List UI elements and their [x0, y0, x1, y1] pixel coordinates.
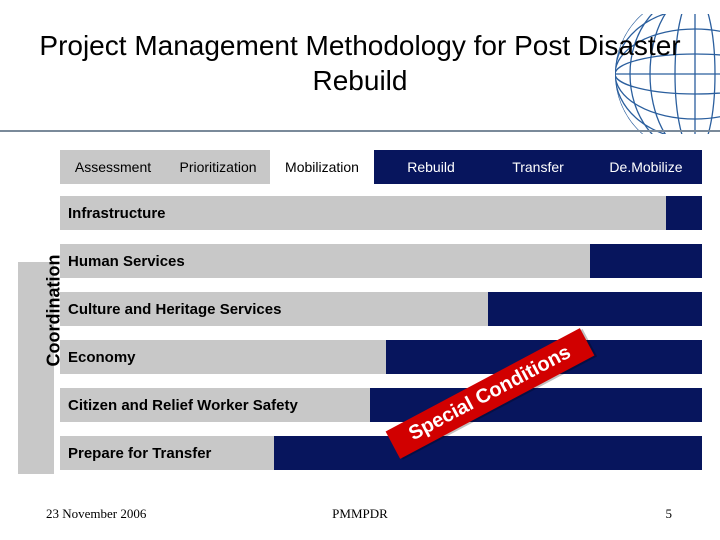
footer-center: PMMPDR: [0, 506, 720, 522]
phase-header-prioritization: Prioritization: [166, 150, 270, 184]
phase-label: Transfer: [512, 159, 564, 175]
row-label: Prepare for Transfer: [60, 445, 211, 462]
phase-label: De.Mobilize: [609, 159, 682, 175]
row-label: Culture and Heritage Services: [60, 301, 281, 318]
phase-label: Prioritization: [179, 159, 256, 175]
phase-label: Assessment: [75, 159, 151, 175]
phase-header-transfer: Transfer: [488, 150, 588, 184]
phase-header-rebuild: Rebuild: [376, 150, 486, 184]
footer-page: 5: [666, 506, 673, 522]
row-box: Human Services: [60, 244, 590, 278]
row-label: Infrastructure: [60, 205, 166, 222]
row-box: Infrastructure: [60, 196, 666, 230]
slide: Project Management Methodology for Post …: [0, 0, 720, 540]
phase-label: Mobilization: [285, 159, 359, 175]
row-box: Culture and Heritage Services: [60, 292, 488, 326]
phase-header-assessment: Assessment: [60, 150, 166, 184]
row-box: Economy: [60, 340, 386, 374]
phase-header-mobilization: Mobilization: [270, 150, 374, 184]
row-label: Economy: [60, 349, 136, 366]
slide-title: Project Management Methodology for Post …: [0, 28, 720, 98]
coordination-label: Coordination: [44, 241, 65, 381]
phase-label: Rebuild: [407, 159, 454, 175]
methodology-chart: Assessment Prioritization Mobilization Rebu…: [18, 150, 702, 480]
row-box: Citizen and Relief Worker Safety: [60, 388, 370, 422]
row-label: Human Services: [60, 253, 185, 270]
row-box: Prepare for Transfer: [60, 436, 274, 470]
row-label: Citizen and Relief Worker Safety: [60, 397, 298, 414]
phase-header-de-mobilize: De.Mobilize: [590, 150, 702, 184]
title-rule: [0, 130, 720, 132]
